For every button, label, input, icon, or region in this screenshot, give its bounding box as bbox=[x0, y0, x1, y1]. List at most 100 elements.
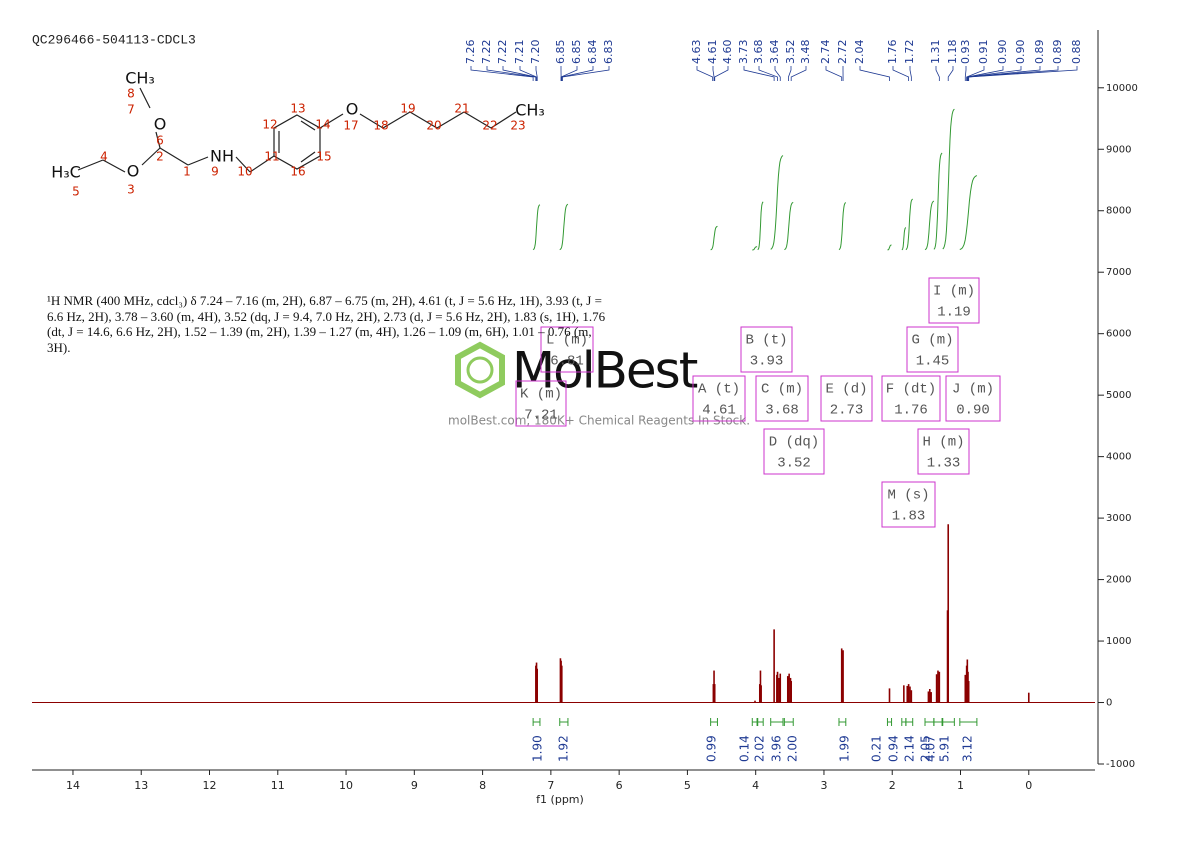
peak-leader bbox=[696, 66, 714, 81]
atom-label: CH₃ bbox=[515, 101, 545, 120]
peak-label: 7.21 bbox=[513, 40, 526, 65]
integral-label: 5.91 bbox=[938, 735, 952, 762]
integral-bracket bbox=[901, 718, 907, 726]
peak-label: 6.84 bbox=[586, 40, 599, 65]
multiplet-name: J (m) bbox=[952, 382, 994, 398]
multiplet-box bbox=[540, 326, 594, 373]
integral-curve bbox=[933, 152, 943, 250]
peak-label: 0.90 bbox=[996, 40, 1009, 65]
x-tick-label: 2 bbox=[889, 779, 896, 792]
multiplet-name: G (m) bbox=[911, 333, 953, 349]
integral-label: 2.02 bbox=[753, 735, 767, 762]
integral-label: 0.14 bbox=[738, 735, 752, 762]
atom-number: 19 bbox=[400, 102, 415, 116]
peak-leader bbox=[712, 66, 715, 81]
multiplet-box bbox=[692, 375, 746, 422]
atom-number: 13 bbox=[290, 102, 305, 116]
multiplet-name: H (m) bbox=[922, 435, 964, 451]
peak-label: 6.83 bbox=[602, 40, 615, 65]
peak-label: 3.52 bbox=[784, 40, 797, 65]
integral-curve bbox=[887, 244, 892, 251]
atom-number: 14 bbox=[315, 118, 330, 132]
multiplet-box bbox=[763, 428, 825, 475]
atom-label: H₃C bbox=[51, 163, 81, 182]
integral-bracket bbox=[905, 718, 914, 726]
multiplet-shift: 4.61 bbox=[702, 403, 736, 419]
multiplet-shift: 2.73 bbox=[830, 403, 864, 419]
watermark-logo bbox=[455, 341, 505, 399]
peak-leader bbox=[966, 66, 985, 81]
multiplet-shift: 1.83 bbox=[892, 509, 926, 525]
multiplet-shift: 6.81 bbox=[550, 354, 584, 370]
peak-label: 7.22 bbox=[480, 40, 493, 65]
y-tick-label: 9000 bbox=[1106, 144, 1131, 155]
y-tick-label: 10000 bbox=[1106, 83, 1138, 94]
y-tick-label: 6000 bbox=[1106, 329, 1131, 340]
atom-number: 3 bbox=[127, 183, 135, 197]
peak-label: 0.89 bbox=[1033, 40, 1046, 65]
peak-label: 3.68 bbox=[752, 40, 765, 65]
multiplet-box bbox=[917, 428, 970, 475]
peak-leader bbox=[560, 66, 578, 81]
integral-bracket bbox=[559, 718, 569, 726]
peak-leader bbox=[519, 66, 537, 81]
chart-title: QC296466-504113-CDCL3 bbox=[32, 32, 196, 47]
peak-leader bbox=[535, 66, 538, 81]
peak-leader bbox=[714, 66, 729, 81]
peak-label: 0.91 bbox=[977, 40, 990, 65]
y-tick-label: 0 bbox=[1106, 698, 1112, 709]
y-tick-label: 2000 bbox=[1106, 575, 1131, 586]
peak-leader bbox=[790, 66, 807, 81]
integral-bracket bbox=[942, 718, 955, 726]
multiplet-shift: 1.76 bbox=[894, 403, 928, 419]
x-tick-label: 13 bbox=[134, 779, 148, 792]
atom-number: 7 bbox=[127, 103, 135, 117]
y-tick-label: 8000 bbox=[1106, 206, 1131, 217]
y-tick-label: 3000 bbox=[1106, 513, 1131, 524]
multiplet-name: D (dq) bbox=[769, 435, 819, 451]
peak-leader bbox=[968, 66, 1078, 81]
molecule-bonds bbox=[77, 87, 517, 173]
atom-number: 2 bbox=[156, 150, 164, 164]
peak-label: 3.48 bbox=[799, 40, 812, 65]
peak-label: 4.63 bbox=[690, 40, 703, 65]
integral-curve bbox=[710, 225, 718, 251]
peak-leader bbox=[502, 66, 537, 81]
multiplet-name: I (m) bbox=[933, 284, 975, 300]
multiplet-name: C (m) bbox=[761, 382, 803, 398]
watermark-logo-text: MolBest bbox=[512, 342, 698, 400]
atom-number: 6 bbox=[156, 134, 164, 148]
integral-curve bbox=[784, 201, 794, 251]
atom-number: 15 bbox=[316, 150, 331, 164]
y-tick-label: 1000 bbox=[1106, 636, 1131, 647]
x-tick-label: 1 bbox=[957, 779, 964, 792]
peak-leader bbox=[947, 66, 954, 81]
integral-label: 2.05 bbox=[919, 735, 933, 762]
peak-label: 6.85 bbox=[570, 40, 583, 65]
peak-label: 3.64 bbox=[768, 40, 781, 65]
peak-leader bbox=[966, 66, 1022, 81]
peak-label: 1.31 bbox=[929, 40, 942, 65]
x-tick-label: 7 bbox=[547, 779, 554, 792]
integral-bracket bbox=[933, 718, 943, 726]
integral-label: 1.90 bbox=[531, 735, 545, 762]
x-tick-label: 4 bbox=[752, 779, 759, 792]
peak-leader bbox=[758, 66, 778, 81]
atom-number: 10 bbox=[237, 165, 252, 179]
integral-label: 0.21 bbox=[870, 735, 884, 762]
integral-label: 3.96 bbox=[770, 735, 784, 762]
y-tick-label: 5000 bbox=[1106, 390, 1131, 401]
integral-label: 4.07 bbox=[924, 735, 938, 762]
integral-curve bbox=[770, 155, 784, 250]
atom-label: O bbox=[127, 162, 140, 181]
peak-leader bbox=[935, 66, 940, 81]
multiplet-shift: 7.21 bbox=[524, 408, 558, 424]
multiplet-box bbox=[755, 375, 809, 422]
integral-bracket bbox=[532, 718, 541, 726]
peak-label: 2.04 bbox=[853, 40, 866, 65]
integral-bracket bbox=[710, 718, 718, 726]
peak-leader bbox=[966, 66, 1004, 81]
multiplet-name: K (m) bbox=[520, 387, 562, 403]
peak-label: 1.76 bbox=[886, 40, 899, 65]
